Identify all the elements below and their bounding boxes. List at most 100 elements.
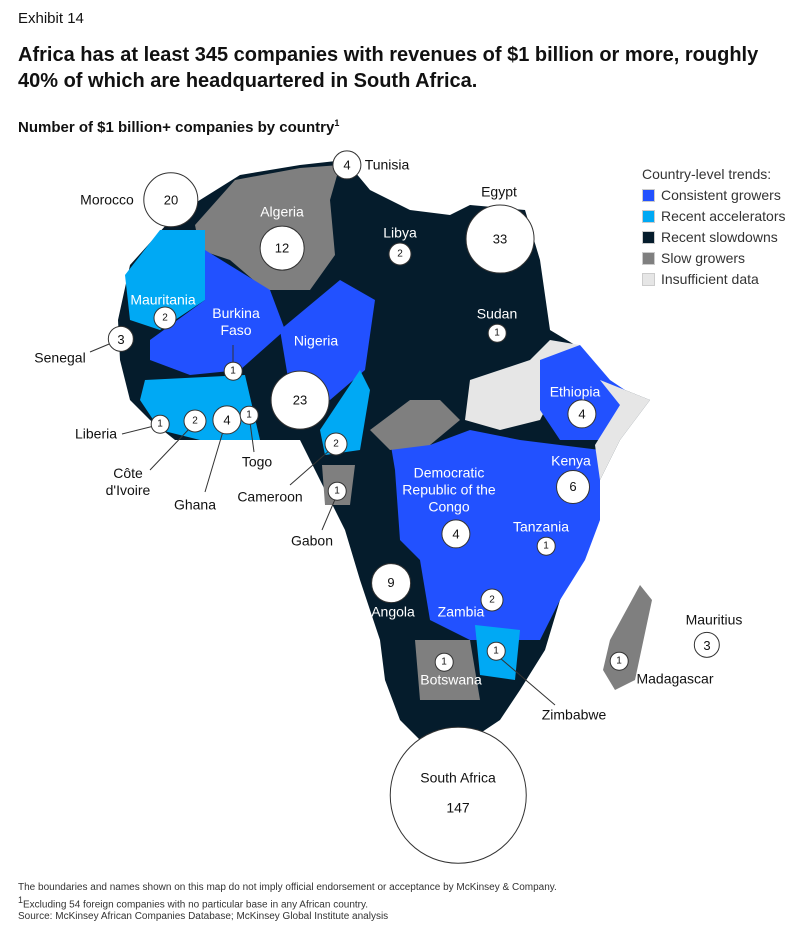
count-bubble: 2 [183,409,207,433]
region [125,230,205,330]
count-label: 2 [192,415,198,427]
count-label: 12 [274,240,290,256]
count-label: 3 [117,331,125,347]
count-label: 1 [246,409,252,421]
legend-label: Recent slowdowns [661,229,778,245]
country-label: Côte d'Ivoire [105,465,151,498]
count-bubble: 4 [441,519,471,549]
country-label: Sudan [476,305,518,322]
count-label: 1 [441,656,447,668]
legend-title: Country-level trends: [642,166,772,182]
count-bubble: 2 [324,432,348,456]
count-label: 1 [616,655,622,667]
count-bubble: 3 [693,631,721,659]
count-bubble: 2 [388,242,412,266]
legend-swatch [642,251,655,265]
count-bubble: 1 [486,641,506,661]
leader-line [249,421,255,453]
count-label: 1 [493,645,499,657]
country-label: Madagascar [636,670,714,687]
country-label: Mauritius [685,611,743,628]
count-label: 1 [494,327,500,339]
leader-line [204,427,225,493]
subtitle-note: 1 [334,118,340,128]
country-label: South Africa [420,769,496,786]
footnotes: The boundaries and names shown on this m… [18,882,557,923]
country-label: Zimbabwe [541,706,607,723]
count-bubble: 1 [239,405,259,425]
country-label: Cameroon [237,488,303,505]
count-bubble: 6 [556,470,590,504]
country-label: Angola [371,603,415,620]
count-bubble: 1 [536,536,556,556]
count-bubble: 2 [153,306,177,330]
footnote-text: Source: McKinsey African Companies Datab… [18,911,389,923]
region [595,380,650,480]
region [195,165,340,290]
region [370,400,460,450]
count-label: 2 [397,248,403,260]
count-bubble: 1 [327,481,347,501]
count-bubble: 4 [567,399,597,429]
country-label: Algeria [260,203,304,220]
legend-item: Recent slowdowns [642,229,786,245]
leader-line [321,496,337,531]
country-label: Nigeria [293,332,339,349]
footnote-marker: 1 [18,895,24,905]
country-label: Egypt [481,183,517,200]
legend-label: Recent accelerators [661,208,786,224]
count-label: 2 [489,594,495,606]
legend-item: Slow growers [642,250,786,266]
count-label: 1 [230,365,236,377]
country-label: Ghana [173,496,217,513]
country-label: Morocco [80,191,134,208]
count-label: 20 [163,192,179,208]
count-label: 33 [492,231,508,247]
count-label: 4 [343,157,351,173]
country-label: Liberia [74,425,118,442]
footnote-text: Excluding 54 foreign companies with no p… [23,899,369,911]
country-label: Mauritania [130,291,196,308]
count-bubble: 1 [150,414,170,434]
count-bubble: 1 [487,323,507,343]
legend-swatch [642,230,655,244]
country-label: Democratic Republic of the Congo [402,464,496,515]
count-label: 4 [223,412,231,428]
legend-swatch [642,272,655,286]
legend-swatch [642,209,655,223]
subtitle: Number of $1 billion+ companies by count… [18,118,339,136]
legend-item: Consistent growers [642,187,786,203]
region [280,280,375,400]
country-label: Tunisia [364,156,410,173]
country-label: Togo [241,453,273,470]
count-label: 23 [292,392,308,408]
footnote-text: The boundaries and names shown on this m… [18,882,557,893]
count-label: 2 [162,312,168,324]
leader-line [121,425,155,435]
count-bubble: 4 [332,150,362,180]
count-bubble: 3 [107,325,135,353]
count-bubble: 9 [371,563,411,603]
count-label: 3 [703,637,711,653]
footnote: The boundaries and names shown on this m… [18,882,557,894]
country-label: Kenya [551,452,591,469]
count-label: 1 [543,540,549,552]
count-label: 147 [446,800,470,817]
leader-line [499,657,556,706]
region [150,250,285,375]
count-bubble: 23 [270,370,330,430]
country-label: Libya [383,224,417,241]
count-bubble: 1 [434,652,454,672]
count-bubble: 2 [480,588,504,612]
count-bubble: 1 [609,651,629,671]
count-bubble: 33 [465,204,535,274]
legend-item: Recent accelerators [642,208,786,224]
count-bubble: 12 [259,225,305,271]
count-label: 4 [452,526,460,542]
country-label: Ethiopia [549,383,601,400]
country-label: Gabon [290,532,334,549]
footnote: Source: McKinsey African Companies Datab… [18,911,557,923]
